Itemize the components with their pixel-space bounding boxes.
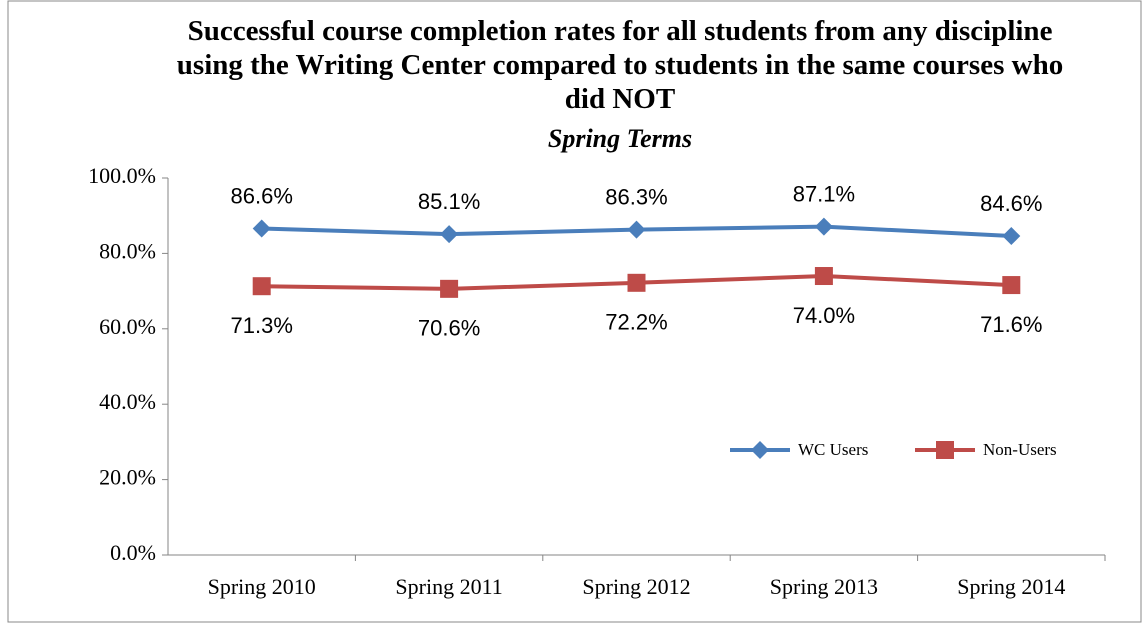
data-label: 86.6% [231, 183, 293, 208]
y-tick-label: 60.0% [99, 314, 156, 339]
x-tick-label: Spring 2011 [395, 574, 502, 599]
legend-marker [936, 441, 954, 459]
data-point [252, 219, 271, 238]
x-tick-label: Spring 2013 [770, 574, 878, 599]
data-label: 84.6% [980, 191, 1042, 216]
legend-label: WC Users [798, 440, 868, 459]
data-point [440, 279, 459, 298]
y-tick-label: 80.0% [99, 238, 156, 263]
data-label: 74.0% [793, 303, 855, 328]
data-point [440, 225, 459, 244]
x-tick-label: Spring 2010 [208, 574, 316, 599]
data-point [627, 273, 646, 292]
legend-label: Non-Users [983, 440, 1057, 459]
frame [7, 0, 1142, 623]
data-point [252, 277, 271, 296]
chart-subtitle: Spring Terms [547, 124, 693, 153]
data-point [814, 217, 833, 236]
data-label: 71.6% [980, 312, 1042, 337]
data-label: 85.1% [418, 189, 480, 214]
x-tick-label: Spring 2014 [957, 574, 1065, 599]
data-point [814, 267, 833, 286]
data-point [1002, 276, 1021, 295]
x-tick-label: Spring 2012 [582, 574, 690, 599]
data-point [627, 220, 646, 239]
data-label: 87.1% [793, 181, 855, 206]
y-tick-label: 100.0% [88, 163, 156, 188]
data-label: 72.2% [605, 310, 667, 335]
data-label: 70.6% [418, 316, 480, 341]
y-tick-label: 40.0% [99, 389, 156, 414]
chart-title: Successful course completion rates for a… [176, 15, 1064, 115]
y-tick-label: 0.0% [110, 540, 156, 565]
data-label: 86.3% [605, 184, 667, 209]
legend-marker [751, 441, 769, 459]
data-label: 71.3% [231, 313, 293, 338]
data-point [1002, 227, 1021, 246]
y-tick-label: 20.0% [99, 465, 156, 490]
